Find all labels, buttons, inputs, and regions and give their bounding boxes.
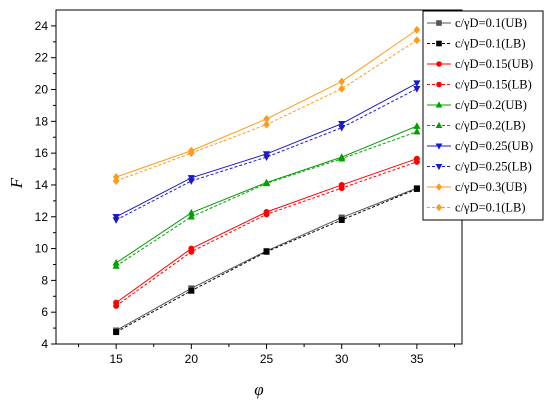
- legend-label: c/γD=0.1(LB): [455, 37, 526, 51]
- legend-entry: c/γD=0.15(UB): [427, 57, 533, 71]
- x-axis-title: φ: [254, 380, 263, 399]
- legend-marker: [436, 81, 442, 88]
- series-6: [112, 127, 421, 269]
- legend: c/γD=0.1(UB) c/γD=0.1(LB) c/γD=0.15(UB) c/γ…: [422, 10, 544, 221]
- series-layer: [112, 25, 421, 336]
- x-tick-label: 25: [260, 352, 274, 366]
- legend-entry: c/γD=0.2(UB): [427, 98, 527, 112]
- data-point: [338, 124, 346, 132]
- x-tick-label: 15: [109, 352, 123, 366]
- data-point: [263, 211, 270, 218]
- legend-marker: [435, 121, 443, 129]
- legend-marker: [436, 40, 442, 47]
- legend-label: c/γD=0.1(UB): [455, 16, 527, 30]
- series-2: [113, 185, 420, 336]
- y-tick-label: 20: [35, 83, 49, 97]
- data-point: [262, 151, 271, 158]
- legend-label: c/γD=0.25(LB): [455, 160, 532, 174]
- data-point: [413, 185, 420, 192]
- y-tick-label: 12: [35, 210, 49, 224]
- legend-marker: [435, 163, 443, 171]
- legend-entry: c/γD=0.25(UB): [427, 139, 533, 153]
- series-7: [112, 80, 421, 221]
- data-point: [413, 85, 421, 93]
- y-tick-label: 6: [41, 305, 48, 319]
- data-point: [112, 177, 120, 185]
- axes: 15 20 25 30 35 4 6 8 10 12 14 16 18 20 22 24: [35, 9, 463, 366]
- data-point: [413, 122, 421, 129]
- data-point: [188, 248, 195, 255]
- data-point: [338, 120, 346, 128]
- legend-entry: c/γD=0.3(UB): [427, 180, 527, 194]
- legend-entry: c/γD=0.2(LB): [427, 119, 526, 133]
- data-point: [187, 175, 195, 182]
- legend-box: [422, 10, 544, 221]
- data-point: [262, 154, 271, 161]
- data-point: [338, 154, 346, 162]
- data-point: [413, 36, 421, 45]
- y-tick-label: 22: [35, 51, 49, 65]
- legend-marker: [435, 203, 443, 212]
- series-line: [115, 125, 418, 264]
- series-10: [112, 36, 421, 185]
- data-point: [112, 214, 120, 221]
- data-point: [263, 248, 270, 255]
- data-point: [188, 287, 195, 294]
- data-point: [263, 120, 270, 129]
- y-tick-label: 24: [35, 19, 49, 33]
- legend-marker: [436, 61, 442, 67]
- series-8: [112, 85, 421, 224]
- legend-marker: [435, 143, 443, 150]
- data-point: [338, 84, 346, 93]
- data-point: [112, 262, 120, 269]
- legend-entry: c/γD=0.15(LB): [427, 78, 532, 92]
- y-tick-label: 18: [35, 114, 49, 128]
- y-axis-title: F: [7, 177, 26, 189]
- legend-label: c/γD=0.25(UB): [455, 139, 533, 153]
- legend-label: c/γD=0.2(LB): [455, 119, 526, 133]
- y-tick-label: 14: [35, 178, 49, 192]
- data-point: [187, 149, 195, 158]
- legend-entry: c/γD=0.1(UB): [427, 16, 527, 30]
- legend-marker: [435, 101, 443, 108]
- y-tick-label: 16: [35, 146, 49, 160]
- y-tick-label: 4: [41, 337, 48, 351]
- x-tick-label: 30: [335, 352, 349, 366]
- x-tick-label: 20: [185, 352, 199, 366]
- x-tick-label: 35: [410, 352, 424, 366]
- legend-marker: [436, 20, 442, 26]
- y-tick-label: 8: [41, 273, 48, 287]
- series-line: [115, 88, 418, 221]
- legend-label: c/γD=0.15(UB): [455, 57, 533, 71]
- legend-label: c/γD=0.15(LB): [455, 78, 532, 92]
- legend-label: c/γD=0.3(UB): [455, 180, 527, 194]
- legend-label: c/γD=0.2(UB): [455, 98, 527, 112]
- data-point: [113, 329, 120, 336]
- data-point: [113, 302, 120, 309]
- data-point: [338, 185, 345, 192]
- legend-marker: [435, 183, 443, 191]
- data-point: [262, 179, 271, 187]
- data-point: [413, 25, 421, 34]
- data-point: [187, 212, 195, 220]
- legend-entry: c/γD=0.25(LB): [427, 160, 532, 174]
- legend-entry: c/γD=0.1(LB): [427, 201, 526, 215]
- series-4: [113, 158, 420, 309]
- data-point: [338, 216, 345, 223]
- series-3: [113, 155, 420, 306]
- legend-label: c/γD=0.1(LB): [455, 201, 526, 215]
- legend-entry: c/γD=0.1(LB): [427, 37, 526, 51]
- data-point: [413, 80, 421, 88]
- data-point: [187, 178, 195, 185]
- data-point: [338, 77, 346, 86]
- data-point: [112, 217, 120, 224]
- series-1: [113, 185, 420, 334]
- y-tick-label: 10: [35, 242, 49, 256]
- data-point: [413, 127, 421, 135]
- data-point: [413, 158, 420, 165]
